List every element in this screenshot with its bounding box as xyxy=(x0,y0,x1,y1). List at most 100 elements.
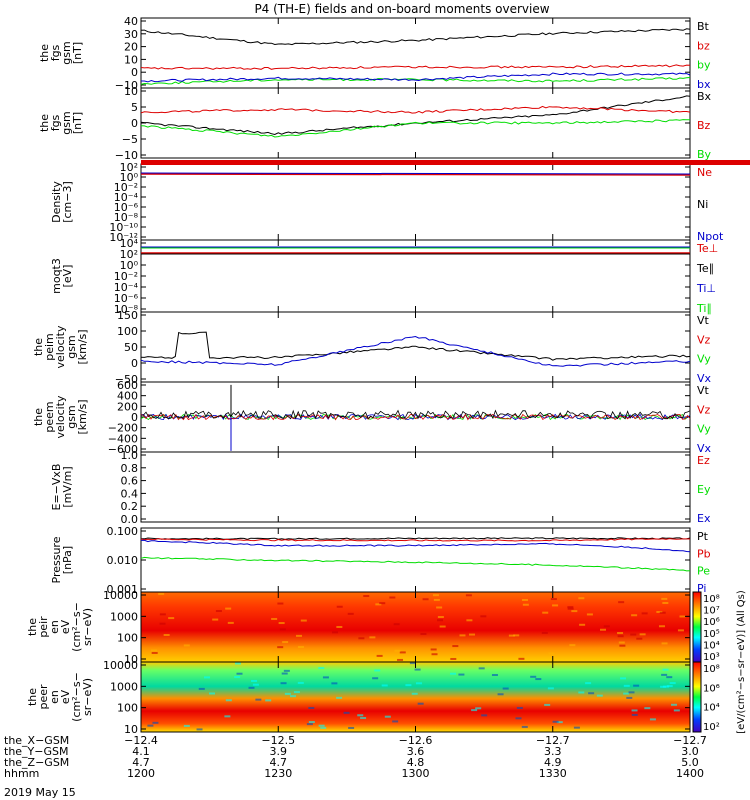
quality-flag-bar xyxy=(141,160,750,165)
y-tick-label: 100 xyxy=(117,702,138,715)
series-bx xyxy=(141,72,691,83)
y-tick-label: 10² xyxy=(120,161,138,174)
y-tick-label: 10 xyxy=(124,653,138,666)
series-Pb xyxy=(140,538,691,542)
series-By xyxy=(140,119,690,138)
axis-row-value: 4.9 xyxy=(544,756,562,769)
panel-10: 10000 1000 100 10 thepeereneV(cm²−s−sr−eV) xyxy=(26,659,691,736)
axis-row-value: 4.7 xyxy=(132,756,150,769)
y-tick-label: 10⁻⁶ xyxy=(114,201,139,214)
legend-Npot: Npot xyxy=(697,230,724,243)
y-tick-label: 50 xyxy=(124,341,138,354)
y-axis-label: thefgsgsm[nT] xyxy=(38,41,84,64)
colorbar-gradient xyxy=(692,591,702,663)
axis-row-value: −12.5 xyxy=(261,734,295,747)
y-axis-label: thefgsgsm[nT] xyxy=(38,111,84,134)
axis-row-value: 1300 xyxy=(402,767,430,780)
colorbar-tick: 10⁷ xyxy=(703,606,720,617)
y-tick-label: −10 xyxy=(115,79,138,92)
legend-Pi: Pi xyxy=(697,582,706,595)
y-tick-label: 0 xyxy=(131,411,138,424)
spectrogram-electron xyxy=(141,662,690,732)
y-axis-label: thepeimvelocitygsm[km/s] xyxy=(32,325,89,368)
y-tick-label: 100 xyxy=(117,325,138,338)
legend-Vt: Vt xyxy=(697,384,710,397)
legend-Vz: Vz xyxy=(697,333,711,346)
axis-row-value: 1200 xyxy=(127,767,155,780)
y-tick-label: 10⁴ xyxy=(120,237,139,250)
panel-5: 150 100 50 0 −50 thepeimvelocitygsm[km/s] Vt Vz… xyxy=(32,309,712,386)
y-tick-label: 400 xyxy=(117,390,138,403)
y-tick-label: 10⁻⁶ xyxy=(114,292,139,305)
colorbar-tick: 10³ xyxy=(703,652,720,663)
axis-row-value: −12.4 xyxy=(124,734,158,747)
y-tick-label: 10⁰ xyxy=(120,171,139,184)
y-tick-label: 10⁻⁸ xyxy=(114,211,139,224)
axis-row-value: 3.9 xyxy=(270,745,288,758)
y-tick-label: 1000 xyxy=(110,680,138,693)
legend-Vz: Vz xyxy=(697,403,711,416)
legend-Vy: Vy xyxy=(697,353,711,366)
y-axis-label: moqt3[eV] xyxy=(50,258,74,294)
axis-row-value: −12.6 xyxy=(399,734,433,747)
y-tick-label: 10⁻¹² xyxy=(109,231,138,244)
y-axis-label: Pressure[nPa] xyxy=(50,536,74,583)
axis-row-value: 1400 xyxy=(676,767,704,780)
series-Pt xyxy=(141,537,691,540)
y-tick-label: −10 xyxy=(115,149,138,162)
legend-Bz: Bz xyxy=(697,119,711,132)
axis-row-label: the_X−GSM xyxy=(4,734,69,747)
colorbar-tick: 10⁶ xyxy=(703,683,720,694)
legend-Ni: Ni xyxy=(697,198,708,211)
y-tick-label: 0.001 xyxy=(107,583,139,596)
series-Pi xyxy=(140,539,691,553)
y-axis-label: E=−VxB[mV/m] xyxy=(50,464,74,511)
x-axis-annotations: the_X−GSM −12.4 −12.5 −12.6 −12.7 −12.7 the_Y−… xyxy=(4,734,707,780)
y-tick-label: 0.8 xyxy=(121,462,139,475)
series-by xyxy=(140,77,691,85)
y-tick-label: 10000 xyxy=(103,659,138,672)
axis-row-value: 1230 xyxy=(264,767,292,780)
trace-peem-red xyxy=(140,413,691,421)
y-axis-label: Density[cm−3] xyxy=(50,181,74,223)
panel-frame xyxy=(140,451,691,523)
y-tick-label: 0.100 xyxy=(107,525,139,538)
legend-bz: bz xyxy=(697,39,710,52)
y-tick-label: 0.2 xyxy=(121,500,139,513)
y-tick-label: 10² xyxy=(120,248,138,261)
series-Bx xyxy=(140,95,691,136)
series-Bt xyxy=(140,28,691,46)
legend-Pb: Pb xyxy=(697,547,711,560)
axis-row-value: 4.1 xyxy=(132,745,150,758)
y-tick-label: 10⁰ xyxy=(120,259,139,272)
axis-row-label: hhmm xyxy=(4,767,39,780)
y-tick-label: 10⁻² xyxy=(114,181,138,194)
axis-row-value: 1330 xyxy=(539,767,567,780)
y-tick-label: 10⁻⁴ xyxy=(114,191,139,204)
y-tick-label: 200 xyxy=(117,400,138,413)
legend-Vx: Vx xyxy=(697,372,712,385)
colorbar-tick: 10⁵ xyxy=(703,629,720,640)
y-tick-label: 10000 xyxy=(103,589,138,602)
colorbar-tick: 10² xyxy=(703,722,720,733)
panel-9: 10000 1000 100 10 thepeireneV(cm²−s−sr−eV) xyxy=(26,589,691,666)
legend-Te⊥: Te⊥ xyxy=(696,242,718,255)
y-tick-label: −50 xyxy=(115,373,138,386)
date-label: 2019 May 15 xyxy=(4,786,76,799)
y-tick-label: 1000 xyxy=(110,610,138,623)
series-Pe xyxy=(140,556,691,572)
y-tick-label: 0.0 xyxy=(121,513,139,526)
legend-Ne: Ne xyxy=(697,166,712,179)
y-tick-label: 10 xyxy=(124,85,138,98)
legend-by: by xyxy=(697,59,711,72)
panel-8: 0.100 0.010 0.001 Pressure[nPa] Pt Pb Pe Pi xyxy=(50,525,711,596)
y-tick-label: 10⁻⁸ xyxy=(114,303,139,316)
y-tick-label: 0.6 xyxy=(121,475,139,488)
y-axis-label: thepeereneV(cm²−s−sr−eV) xyxy=(26,672,94,722)
legend-Ti⊥: Ti⊥ xyxy=(696,282,716,295)
